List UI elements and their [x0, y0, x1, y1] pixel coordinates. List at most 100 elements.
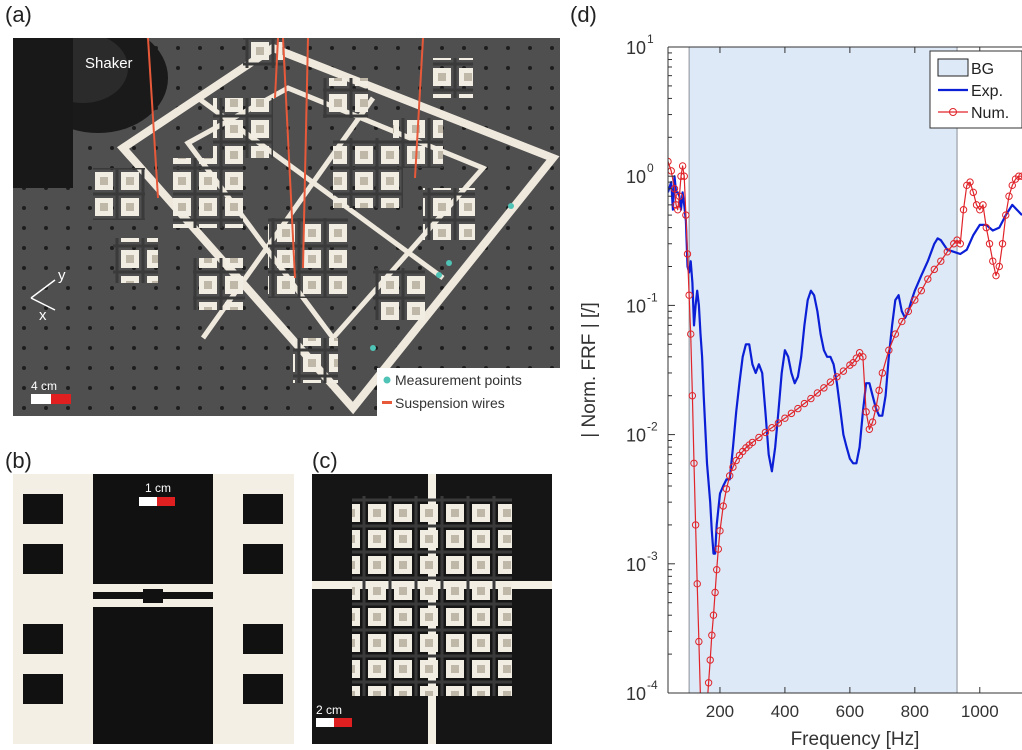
data-point [713, 566, 721, 574]
data-point [995, 262, 1003, 271]
data-point [678, 162, 687, 170]
data-point [774, 419, 783, 427]
scale-bar-a [31, 394, 51, 404]
data-point [675, 192, 684, 200]
data-point [1005, 192, 1013, 200]
data-point [833, 373, 841, 381]
panel-b-photo: 1 cm [13, 474, 294, 744]
unit-cell-photo: 2 cm [312, 474, 552, 744]
scale-bar-c [316, 718, 334, 727]
data-point [677, 172, 685, 180]
data-point [872, 404, 880, 412]
legend-label-num: Num. [971, 105, 1009, 122]
data-point [820, 384, 828, 392]
data-point [693, 580, 701, 588]
data-point [794, 404, 802, 413]
data-point [878, 369, 887, 377]
series-line-exp [668, 175, 1022, 555]
data-point [956, 240, 964, 248]
y-tick-exponent: -1 [647, 290, 658, 304]
data-point [826, 378, 835, 386]
y-tick-label: 10 [626, 38, 646, 58]
measurement-points [370, 203, 514, 351]
scale-bar-b [139, 497, 157, 506]
data-point [924, 275, 932, 283]
data-point [904, 307, 913, 316]
frf-chart: 200 400 600 800 1000 10 -4 10 -3 10 -2 10 -1 10 0 10 1 Fr… [575, 20, 1022, 750]
data-point [691, 521, 700, 529]
data-point [985, 240, 994, 248]
data-point [966, 178, 974, 186]
suspension-wires [147, 38, 424, 279]
data-point [865, 425, 874, 433]
data-point [781, 414, 789, 422]
data-point [868, 418, 877, 426]
y-tick-exponent: -3 [647, 549, 658, 563]
data-point [711, 588, 719, 597]
data-point [969, 188, 977, 197]
panel-c-photo: 2 cm [312, 474, 552, 744]
data-point [1002, 211, 1010, 219]
band-gap-region [689, 47, 958, 693]
data-point [839, 367, 848, 375]
data-point [685, 291, 693, 299]
data-point [683, 250, 692, 258]
data-point [690, 459, 698, 467]
data-point [1008, 181, 1016, 190]
axis-x-label: x [39, 307, 47, 324]
data-point [702, 729, 708, 735]
scale-bar-label-c: 2 cm [316, 703, 342, 717]
y-tick-exponent: -4 [647, 678, 658, 692]
data-point [911, 296, 919, 304]
data-point [706, 656, 714, 664]
data-point [732, 456, 740, 465]
data-point [898, 317, 906, 326]
y-tick-label: 10 [626, 684, 646, 704]
data-point [722, 485, 731, 493]
x-tick-label: 800 [901, 702, 929, 721]
data-point [695, 637, 703, 646]
data-point [930, 265, 939, 274]
data-point [716, 527, 724, 535]
data-point [674, 206, 682, 214]
axis-y-label: y [58, 267, 66, 284]
measurement-legend-label: Measurement points [395, 372, 522, 388]
data-point [719, 502, 727, 510]
axes-icon [30, 279, 56, 311]
data-point [885, 346, 893, 354]
x-tick-label: 1000 [961, 702, 999, 721]
data-point [709, 611, 718, 619]
data-point [726, 472, 734, 480]
data-point [687, 330, 695, 338]
legend-label-bg: BG [971, 61, 994, 78]
data-point [859, 353, 867, 361]
data-point [682, 211, 690, 219]
x-tick-label: 600 [836, 702, 864, 721]
data-point [688, 392, 697, 400]
data-point [989, 257, 997, 265]
y-tick-label: 10 [626, 296, 646, 316]
data-point [982, 223, 990, 232]
legend-swatch-bg [937, 58, 969, 77]
wires-legend-label: Suspension wires [395, 395, 505, 411]
y-tick-exponent: 0 [647, 161, 654, 175]
x-tick-label: 400 [771, 702, 799, 721]
y-tick-exponent: -2 [647, 420, 658, 434]
data-point [959, 206, 968, 214]
data-point [704, 679, 713, 687]
panel-c-label: (c) [312, 448, 338, 473]
x-axis-label: Frequency [Hz] [791, 729, 920, 750]
panel-a-label: (a) [5, 2, 32, 27]
bridge-closeup-photo: 1 cm [13, 474, 294, 744]
panel-d-label: (d) [570, 2, 597, 27]
data-point [979, 201, 987, 209]
data-point [917, 286, 926, 295]
panel-b-label: (b) [5, 448, 32, 473]
data-point [748, 438, 757, 447]
chart-legend: BG Exp. Num. [929, 50, 1022, 129]
data-point [875, 386, 883, 395]
data-point [992, 271, 1000, 280]
data-point [800, 399, 809, 408]
legend-label-exp: Exp. [971, 83, 1003, 100]
y-axis-label: | Norm. FRF | [/] [579, 302, 600, 437]
